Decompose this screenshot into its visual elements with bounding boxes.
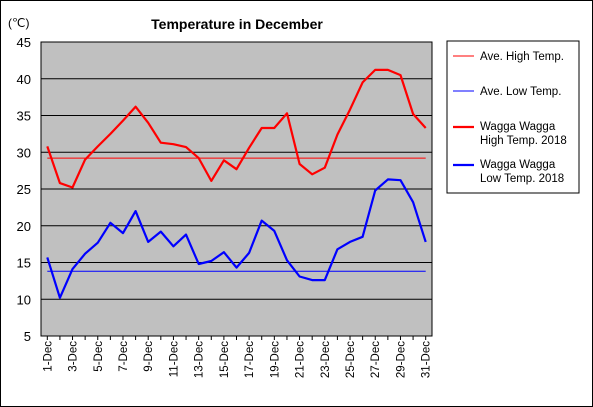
legend-label: Ave. High Temp. <box>480 51 564 63</box>
x-tick-label: 7-Dec <box>118 341 130 372</box>
y-tick-label: 5 <box>24 329 31 344</box>
x-tick-label: 23-Dec <box>320 341 332 378</box>
gridlines <box>41 78 432 300</box>
unit-label: (℃) <box>8 16 29 30</box>
x-tick-label: 29-Dec <box>395 341 407 378</box>
legend-items: Ave. High Temp. Ave. Low Temp. Wagga Wagga… <box>453 51 567 185</box>
legend-label: Wagga Wagga <box>480 159 556 171</box>
x-tick-label: 9-Dec <box>143 341 155 372</box>
y-tick-label: 40 <box>17 72 31 87</box>
legend-label: Ave. Low Temp. <box>480 86 561 98</box>
x-tick-label: 3-Dec <box>68 341 80 372</box>
y-tick-label: 10 <box>17 292 31 307</box>
x-tick-label: 13-Dec <box>194 341 206 378</box>
y-tick-label: 25 <box>17 182 31 197</box>
series-lines <box>46 68 427 299</box>
x-tick-label: 19-Dec <box>269 341 281 378</box>
y-tick-label: 20 <box>17 219 31 234</box>
y-tick-label: 45 <box>17 35 31 50</box>
x-tick-label: 17-Dec <box>244 341 256 378</box>
y-tick-label: 35 <box>17 109 31 124</box>
x-tick-label: 15-Dec <box>219 341 231 378</box>
legend-label: High Temp. 2018 <box>480 135 567 147</box>
y-tick-label: 15 <box>17 256 31 271</box>
legend <box>446 40 580 194</box>
x-tick-label: 11-Dec <box>168 341 180 377</box>
legend-label: Wagga Wagga <box>480 121 556 133</box>
x-tick-label: 5-Dec <box>93 341 105 372</box>
series-line-3 <box>46 68 427 189</box>
x-tick-label: 25-Dec <box>345 341 357 378</box>
series-line-4 <box>46 178 427 299</box>
x-tick-label: 31-Dec <box>421 341 433 378</box>
chart-title: Temperature in December <box>151 16 323 32</box>
x-axis-ticks: 1-Dec 3-Dec 5-Dec 7-Dec 9-Dec 11-Dec 13-Dec 15-… <box>42 336 433 378</box>
legend-label: Low Temp. 2018 <box>480 173 564 185</box>
x-tick-label: 27-Dec <box>370 341 382 378</box>
y-tick-label: 30 <box>17 145 31 160</box>
x-tick-label: 21-Dec <box>295 341 307 378</box>
y-axis-ticks: 5 10 15 20 25 30 35 40 45 <box>17 35 31 344</box>
x-tick-label: 1-Dec <box>42 341 54 372</box>
